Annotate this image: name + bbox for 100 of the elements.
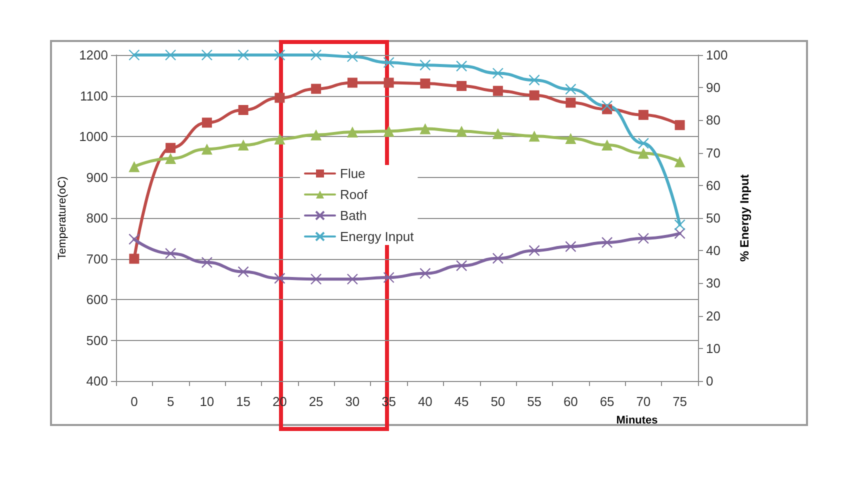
x-tick-label: 70 xyxy=(636,394,651,409)
point xyxy=(202,118,212,128)
y2-tick-label: 80 xyxy=(706,112,720,128)
point xyxy=(310,49,322,61)
y-tick-label: 500 xyxy=(86,332,108,348)
point xyxy=(164,49,176,61)
point xyxy=(638,138,650,149)
x-tick-label: 45 xyxy=(454,394,469,409)
y2-tick-label: 30 xyxy=(706,276,720,291)
point xyxy=(383,56,394,68)
x-tick-label: 65 xyxy=(600,394,614,409)
point xyxy=(674,120,685,130)
point xyxy=(129,254,140,264)
point xyxy=(384,78,394,88)
x-tick-label: 55 xyxy=(527,394,542,409)
point xyxy=(346,51,358,62)
y-tick-label: 900 xyxy=(86,170,108,185)
point xyxy=(638,148,649,159)
point xyxy=(238,266,249,278)
point xyxy=(674,219,686,230)
point xyxy=(456,260,468,272)
y2-tick-label: 50 xyxy=(706,210,720,226)
point xyxy=(166,142,176,153)
point xyxy=(274,92,285,103)
point xyxy=(347,78,358,88)
y-tick-label: 1000 xyxy=(79,129,108,144)
point xyxy=(456,60,468,72)
legend-label: Roof xyxy=(340,187,368,202)
point xyxy=(128,161,140,172)
point xyxy=(165,153,176,164)
x-tick-label: 10 xyxy=(200,394,214,409)
point xyxy=(601,236,613,248)
x-tick-label: 0 xyxy=(130,394,138,409)
point xyxy=(201,256,213,268)
point xyxy=(128,49,140,61)
point xyxy=(311,84,322,94)
y2-tick-label: 100 xyxy=(706,48,728,62)
point xyxy=(601,100,613,112)
x-tick-label: 40 xyxy=(418,394,432,409)
x-tick-label: 50 xyxy=(490,394,506,409)
point xyxy=(238,140,249,151)
x-tick-label: 5 xyxy=(166,394,174,409)
y2-tick-label: 70 xyxy=(706,145,720,160)
y-axis-title: Temperature(oC) xyxy=(56,176,69,260)
x-tick-label: 60 xyxy=(563,394,578,409)
y2-tick-label: 40 xyxy=(706,243,720,258)
legend-label: Bath xyxy=(340,208,367,223)
point xyxy=(274,133,286,144)
y2-tick-label: 10 xyxy=(706,340,720,356)
point xyxy=(456,80,467,91)
point xyxy=(492,68,504,79)
point xyxy=(128,234,140,245)
y-tick-label: 400 xyxy=(86,374,108,388)
point xyxy=(674,228,686,240)
point xyxy=(383,126,394,137)
point xyxy=(201,144,212,155)
point xyxy=(492,86,503,96)
x-tick-label: 30 xyxy=(345,394,360,409)
y2-tick-label: 90 xyxy=(706,80,720,96)
y2-tick-label: 20 xyxy=(706,308,720,324)
y-tick-label: 800 xyxy=(86,210,108,226)
point xyxy=(492,252,504,264)
point xyxy=(566,98,576,108)
point xyxy=(310,129,322,140)
y2-tick-label: 0 xyxy=(706,374,714,388)
y2-axis-title: % Energy Input xyxy=(738,174,752,262)
point xyxy=(638,232,650,244)
x-tick-label: 25 xyxy=(308,394,324,409)
point xyxy=(274,272,286,284)
point xyxy=(528,74,540,86)
legend-label: Flue xyxy=(340,166,366,181)
y-tick-label: 600 xyxy=(86,292,108,307)
y-tick-label: 1100 xyxy=(80,88,108,104)
point xyxy=(638,110,648,120)
point xyxy=(602,140,613,151)
x-tick-label: 75 xyxy=(672,394,688,409)
point xyxy=(274,49,286,61)
point xyxy=(346,274,358,285)
point xyxy=(420,268,431,280)
point xyxy=(383,272,394,284)
point xyxy=(528,130,540,142)
y2-tick-label: 60 xyxy=(706,178,720,193)
point xyxy=(164,248,176,260)
point xyxy=(565,133,576,144)
point xyxy=(529,90,540,100)
point xyxy=(238,49,249,61)
point xyxy=(310,274,322,285)
point xyxy=(238,105,248,116)
point xyxy=(492,128,504,140)
point xyxy=(456,126,468,137)
point xyxy=(674,156,686,168)
point xyxy=(420,60,431,71)
point xyxy=(528,245,540,256)
point xyxy=(565,240,576,252)
point xyxy=(420,123,431,134)
point xyxy=(420,78,430,89)
point xyxy=(201,49,213,61)
y-tick-label: 700 xyxy=(86,251,108,266)
x-axis-title: Minutes xyxy=(616,414,658,426)
y-tick-label: 1200 xyxy=(79,48,108,62)
